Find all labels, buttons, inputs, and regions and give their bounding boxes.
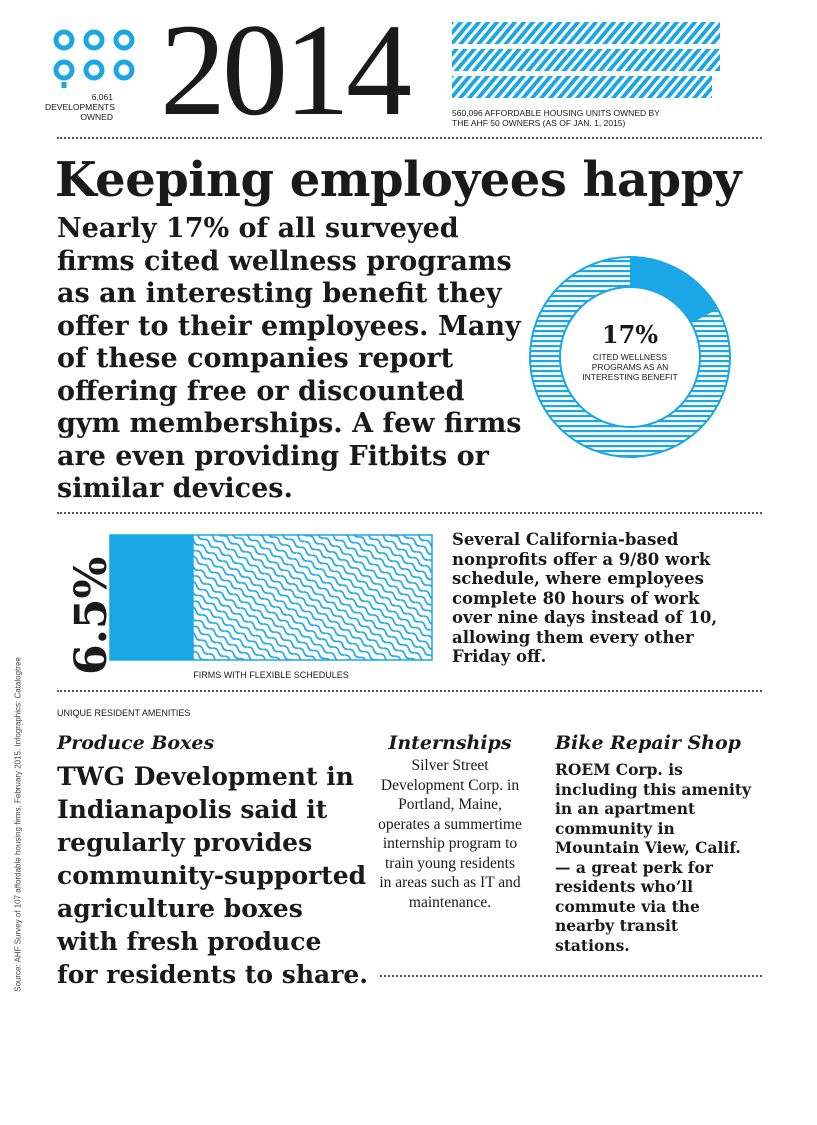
units-note: 560,096 AFFORDABLE HOUSING UNITS OWNED B… xyxy=(452,108,660,128)
divider xyxy=(57,690,762,692)
amenity-title: Produce Boxes xyxy=(57,732,215,754)
graphics xyxy=(53,22,731,661)
amenity-title: Bike Repair Shop xyxy=(555,732,741,754)
amenity-text: Silver Street Development Corp. in Portl… xyxy=(378,757,522,911)
flexible-text: Several California-based nonprofits offe… xyxy=(452,530,718,666)
wellness-caption: CITED WELLNESS PROGRAMS AS AN INTERESTIN… xyxy=(582,352,678,382)
page: 6,061 DEVELOPMENTS OWNED 2014 560,096 AF… xyxy=(13,0,762,992)
year: 2014 xyxy=(160,0,412,143)
divider xyxy=(380,975,762,977)
donut-segment xyxy=(630,257,718,324)
amenity-text: ROEM Corp. is including this amenity in … xyxy=(555,760,752,955)
amenities-heading: UNIQUE RESIDENT AMENITIES xyxy=(57,708,191,718)
source: Source: AHF Survey of 107 affordable hou… xyxy=(13,657,23,992)
flexible-caption: FIRMS WITH FLEXIBLE SCHEDULES xyxy=(193,670,349,680)
amenity-text: TWG Development in Indianapolis said it … xyxy=(57,762,368,989)
bar xyxy=(110,535,194,660)
flexible-label: 6.5% xyxy=(66,556,117,675)
title: Keeping employees happy xyxy=(55,152,742,208)
divider xyxy=(57,512,762,514)
intro: Nearly 17% of all surveyed firms cited w… xyxy=(57,213,522,504)
stripe-graphic xyxy=(452,22,720,98)
divider xyxy=(57,137,762,139)
wellness-label: 17% xyxy=(601,320,659,349)
dot-icons xyxy=(53,29,135,88)
amenity-title: Internships xyxy=(388,732,512,754)
developments-note: 6,061 DEVELOPMENTS OWNED xyxy=(45,92,115,122)
